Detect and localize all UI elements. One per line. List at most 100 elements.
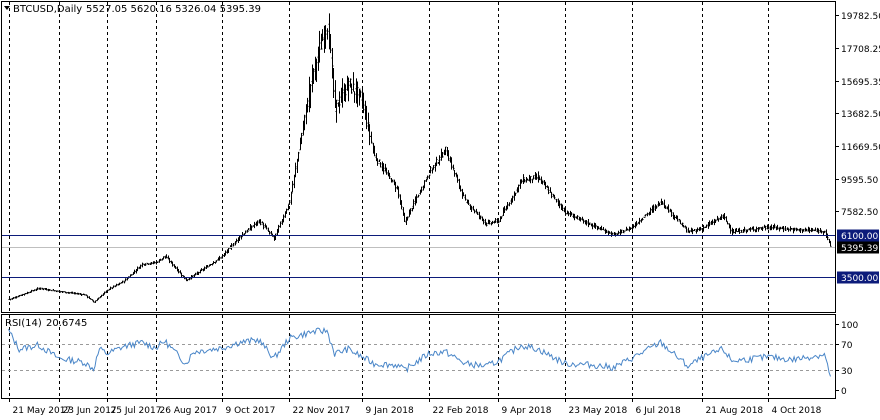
price-bar xyxy=(112,285,115,288)
price-bar xyxy=(500,216,503,220)
price-bar xyxy=(365,105,368,130)
price-bar xyxy=(309,83,312,109)
current-price-label: 5395.39 xyxy=(841,244,878,254)
price-bar xyxy=(693,229,696,231)
price-bar xyxy=(376,158,379,166)
price-bar xyxy=(432,165,435,170)
price-bar xyxy=(752,226,755,232)
price-bar xyxy=(696,227,699,232)
price-bar xyxy=(735,227,738,233)
rsi-scale-label: 30 xyxy=(841,367,853,377)
price-bar xyxy=(394,181,397,193)
price-bar xyxy=(523,178,526,183)
price-bar xyxy=(197,271,200,276)
price-bar xyxy=(156,261,159,264)
price-bar xyxy=(456,174,459,183)
horizontal-levels[interactable] xyxy=(2,235,835,278)
price-bar xyxy=(617,230,620,235)
price-bar xyxy=(353,91,356,103)
rsi-line xyxy=(8,326,831,377)
price-bar xyxy=(362,92,365,114)
price-bar xyxy=(24,293,27,295)
price-bar xyxy=(356,81,359,108)
price-bar xyxy=(779,226,782,230)
price-bar xyxy=(121,280,124,284)
price-bar xyxy=(506,202,509,210)
price-bar xyxy=(649,207,652,216)
date-label: 22 Feb 2018 xyxy=(433,406,489,416)
price-bar xyxy=(370,131,373,144)
date-label: 6 Jul 2018 xyxy=(636,406,681,416)
price-bar xyxy=(691,228,694,235)
price-bar xyxy=(473,209,476,214)
price-bar xyxy=(30,289,33,293)
price-bar xyxy=(796,228,799,231)
price-bar xyxy=(517,184,520,193)
price-bar xyxy=(567,211,570,217)
price-bar xyxy=(141,262,144,268)
date-label: 21 Aug 2018 xyxy=(706,406,764,416)
price-bar xyxy=(68,292,71,294)
date-label: 26 Aug 2017 xyxy=(160,406,218,416)
price-bar xyxy=(294,162,297,178)
price-bar xyxy=(729,224,732,234)
price-bar xyxy=(106,289,109,293)
price-bar xyxy=(646,212,649,217)
price-bar xyxy=(406,216,409,221)
price-bar xyxy=(758,227,761,229)
level-price-tag: 6100.00 xyxy=(837,229,879,242)
price-bar xyxy=(238,235,241,242)
price-bar xyxy=(200,268,203,272)
price-bar xyxy=(277,224,280,233)
price-bar xyxy=(711,219,714,225)
price-bar xyxy=(165,254,168,259)
price-bar xyxy=(738,227,741,235)
price-bar xyxy=(297,151,300,162)
price-bar xyxy=(761,226,764,231)
price-bar xyxy=(538,176,541,181)
rsi-indicator xyxy=(2,326,835,377)
price-bar xyxy=(332,68,335,99)
price-bar xyxy=(632,224,635,229)
price-bar xyxy=(755,226,758,233)
price-bar xyxy=(770,224,773,231)
symbol-dropdown-icon[interactable] xyxy=(4,6,10,10)
price-bar xyxy=(9,298,12,301)
price-bar xyxy=(479,215,482,220)
price-scale-label: 9595.50 xyxy=(841,176,878,186)
rsi-scale-label: 100 xyxy=(841,321,858,331)
price-bar xyxy=(529,175,532,184)
price-bar xyxy=(764,225,767,231)
price-bar xyxy=(388,172,391,179)
price-bar xyxy=(790,228,793,230)
price-bar xyxy=(787,228,790,232)
price-bar xyxy=(435,156,438,167)
price-bar xyxy=(48,288,51,291)
price-scale: 6100.00 3500.00 5395.39 19782.50 17708.25 156… xyxy=(835,12,880,284)
price-bar xyxy=(673,214,676,221)
price-bar xyxy=(623,230,626,232)
current-price-tag: 5395.39 xyxy=(837,241,879,254)
price-bar xyxy=(655,205,658,209)
price-bar xyxy=(503,206,506,213)
price-bar xyxy=(100,294,103,298)
price-bar xyxy=(585,220,588,226)
price-bar xyxy=(306,97,309,113)
price-bar xyxy=(315,58,318,82)
price-bar xyxy=(12,297,15,300)
price-bar xyxy=(602,227,605,231)
price-bar xyxy=(573,213,576,221)
price-bar xyxy=(412,199,415,210)
price-bar xyxy=(124,278,127,282)
price-bar xyxy=(717,218,720,222)
price-bar xyxy=(321,29,324,42)
price-bar xyxy=(136,266,139,272)
price-bar xyxy=(206,264,209,268)
price-bar xyxy=(262,222,265,230)
price-bar xyxy=(570,212,573,216)
price-bar xyxy=(209,263,212,266)
price-bar xyxy=(591,223,594,230)
price-bar xyxy=(702,224,705,232)
price-scale-label: 19782.50 xyxy=(841,12,880,22)
price-bar xyxy=(168,257,171,264)
